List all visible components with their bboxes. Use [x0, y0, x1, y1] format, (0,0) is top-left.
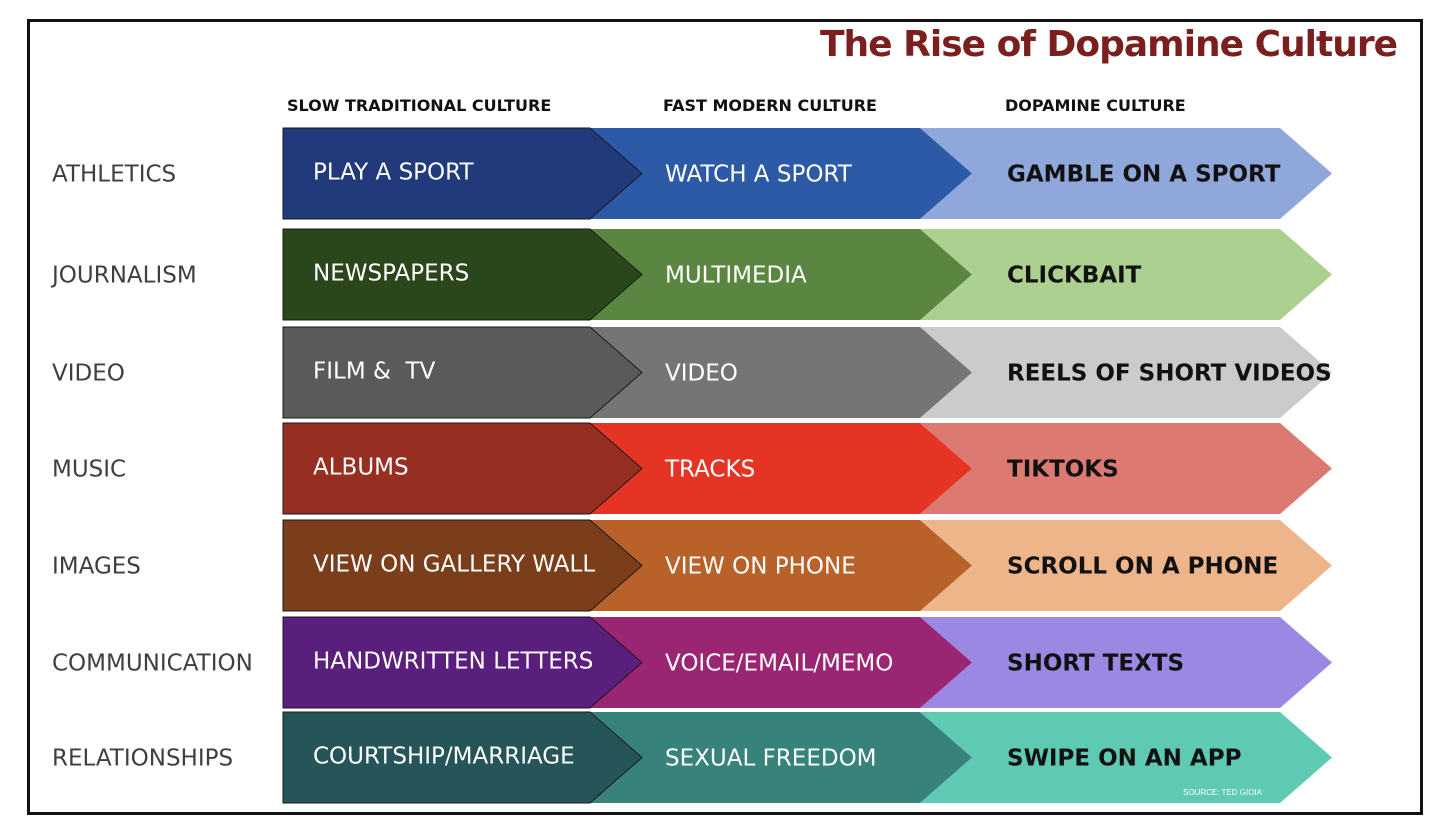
cell-text-slow: HANDWRITTEN LETTERS [313, 649, 593, 675]
row-category-label: ATHLETICS [52, 162, 176, 188]
arrow-segment-slow [282, 228, 643, 321]
source-note: SOURCE: TED GIOIA [1183, 788, 1262, 797]
arrow-segment-fast [590, 520, 972, 611]
cell-text-dopamine: CLICKBAIT [1007, 263, 1142, 289]
arrow-segment-dopamine [920, 423, 1332, 514]
arrow-segment-fast [590, 712, 972, 803]
cell-text-fast: VIEW ON PHONE [665, 554, 856, 580]
culture-row: IMAGES VIEW ON GALLERY WALL VIEW ON PHONE S… [52, 519, 1332, 612]
cell-text-dopamine: TIKTOKS [1007, 457, 1119, 483]
culture-row: MUSIC ALBUMS TRACKS TIKTOKS [52, 422, 1332, 515]
diagram-frame [27, 19, 1423, 815]
column-header-dopamine: DOPAMINE CULTURE [1005, 96, 1186, 115]
culture-row: COMMUNICATION HANDWRITTEN LETTERS VOICE/EM… [52, 616, 1332, 709]
arrow-segment-dopamine [920, 617, 1332, 708]
cell-text-slow: FILM & TV [313, 359, 436, 385]
column-header-slow-traditional: SLOW TRADITIONAL CULTURE [287, 96, 552, 115]
cell-text-fast: WATCH A SPORT [665, 162, 853, 188]
arrow-segment-fast [590, 423, 972, 514]
culture-row: ATHLETICS PLAY A SPORT WATCH A SPORT GAMBLE… [52, 127, 1332, 220]
row-category-label: COMMUNICATION [52, 651, 253, 677]
row-category-label: MUSIC [52, 457, 126, 483]
arrow-segment-fast [590, 327, 972, 418]
column-header-fast-modern: FAST MODERN CULTURE [663, 96, 877, 115]
cell-text-fast: VIDEO [665, 361, 738, 387]
arrow-segment-dopamine [920, 520, 1332, 611]
arrow-segment-dopamine [920, 327, 1332, 418]
arrow-segment-dopamine [920, 712, 1332, 803]
arrow-segment-fast [590, 617, 972, 708]
arrow-segment-slow [282, 711, 643, 804]
arrow-segment-dopamine [920, 229, 1332, 320]
cell-text-slow: VIEW ON GALLERY WALL [313, 552, 595, 578]
cell-text-dopamine: SWIPE ON AN APP [1007, 746, 1241, 772]
arrow-segment-slow [282, 422, 643, 515]
culture-row: VIDEO FILM & TV VIDEO REELS OF SHORT VIDEOS [52, 326, 1332, 419]
row-category-label: IMAGES [52, 554, 141, 580]
arrow-segment-fast [590, 128, 972, 219]
cell-text-dopamine: SHORT TEXTS [1007, 651, 1184, 677]
arrow-segment-fast [590, 229, 972, 320]
culture-row: JOURNALISM NEWSPAPERS MULTIMEDIA CLICKBAIT [50, 228, 1332, 321]
diagram-title: The Rise of Dopamine Culture [820, 24, 1398, 65]
cell-text-slow: COURTSHIP/MARRIAGE [313, 744, 575, 770]
row-category-label: JOURNALISM [50, 263, 197, 289]
row-category-label: VIDEO [52, 361, 125, 387]
row-category-label: RELATIONSHIPS [52, 746, 233, 772]
cell-text-dopamine: REELS OF SHORT VIDEOS [1007, 361, 1332, 387]
culture-row: RELATIONSHIPS COURTSHIP/MARRIAGE SEXUAL FR… [52, 711, 1332, 804]
cell-text-slow: NEWSPAPERS [313, 261, 469, 287]
cell-text-slow: ALBUMS [313, 455, 409, 481]
arrow-segment-slow [282, 127, 643, 220]
arrow-segment-slow [282, 326, 643, 419]
arrow-segment-slow [282, 616, 643, 709]
cell-text-fast: SEXUAL FREEDOM [665, 746, 877, 772]
arrow-segment-dopamine [920, 128, 1332, 219]
arrow-segment-slow [282, 519, 643, 612]
cell-text-fast: TRACKS [664, 457, 755, 483]
cell-text-slow: PLAY A SPORT [313, 160, 474, 186]
cell-text-dopamine: GAMBLE ON A SPORT [1007, 162, 1281, 188]
cell-text-dopamine: SCROLL ON A PHONE [1007, 554, 1278, 580]
cell-text-fast: MULTIMEDIA [665, 263, 807, 289]
cell-text-fast: VOICE/EMAIL/MEMO [665, 651, 893, 677]
